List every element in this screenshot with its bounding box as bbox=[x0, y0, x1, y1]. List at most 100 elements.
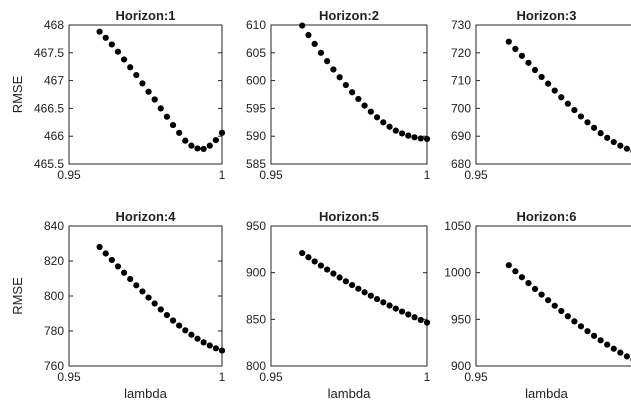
panel-title: Horizon:4 bbox=[116, 209, 177, 224]
y-tick-label: 710 bbox=[451, 74, 471, 88]
data-point bbox=[311, 258, 318, 265]
data-point bbox=[373, 114, 381, 121]
x-tick-label: 0.95 bbox=[464, 168, 488, 182]
data-point bbox=[538, 291, 545, 298]
data-point bbox=[145, 294, 152, 301]
y-tick-label: 610 bbox=[246, 18, 266, 32]
x-tick-label: 1 bbox=[424, 370, 431, 384]
data-point bbox=[380, 299, 387, 306]
panel-title: Horizon:2 bbox=[319, 8, 379, 23]
y-tick-label: 1050 bbox=[444, 219, 471, 233]
data-point bbox=[157, 105, 164, 112]
panel-title: Horizon:1 bbox=[116, 8, 176, 23]
data-point bbox=[531, 66, 539, 74]
data-point bbox=[610, 138, 617, 146]
data-point bbox=[417, 135, 424, 142]
data-point bbox=[188, 142, 195, 149]
data-point bbox=[538, 73, 545, 81]
data-point bbox=[617, 142, 624, 149]
data-point bbox=[525, 280, 532, 287]
plot-frame bbox=[270, 24, 428, 165]
data-point bbox=[411, 314, 418, 321]
data-point bbox=[512, 268, 519, 275]
data-point bbox=[336, 274, 343, 281]
data-point bbox=[505, 262, 512, 269]
x-axis-label: lambda bbox=[525, 386, 568, 401]
data-point bbox=[163, 311, 171, 319]
data-point bbox=[324, 266, 331, 273]
y-tick-label: 730 bbox=[451, 18, 471, 32]
y-tick-label: 465.5 bbox=[34, 157, 64, 171]
data-point bbox=[604, 134, 611, 141]
data-point bbox=[564, 313, 571, 320]
data-point bbox=[133, 282, 140, 289]
data-point bbox=[305, 254, 312, 261]
plot-frame bbox=[68, 24, 223, 165]
data-point bbox=[194, 335, 201, 342]
data-point bbox=[531, 285, 539, 293]
data-point bbox=[330, 66, 337, 73]
data-point bbox=[386, 302, 393, 309]
data-point bbox=[169, 317, 177, 324]
y-tick-label: 690 bbox=[451, 129, 471, 143]
data-point bbox=[114, 48, 122, 55]
data-point bbox=[423, 319, 431, 326]
y-axis-label: RMSE bbox=[10, 75, 25, 113]
data-point bbox=[330, 270, 337, 277]
data-point bbox=[623, 145, 630, 152]
plot-frame bbox=[68, 225, 223, 367]
data-point bbox=[590, 332, 598, 339]
y-tick-label: 760 bbox=[44, 359, 64, 373]
data-point bbox=[367, 108, 374, 115]
data-point bbox=[545, 297, 552, 304]
x-axis-label: lambda bbox=[124, 386, 167, 401]
data-point bbox=[102, 34, 109, 41]
data-point bbox=[176, 322, 183, 329]
y-tick-label: 585 bbox=[246, 157, 266, 171]
data-point bbox=[176, 129, 183, 136]
plot-frame bbox=[270, 225, 428, 367]
data-point bbox=[373, 295, 381, 303]
data-point bbox=[157, 306, 164, 313]
y-tick-label: 950 bbox=[451, 312, 471, 326]
x-tick-label: 1 bbox=[219, 168, 226, 182]
y-tick-label: 680 bbox=[451, 157, 471, 171]
data-point bbox=[349, 281, 356, 289]
data-point bbox=[114, 263, 122, 270]
data-point bbox=[139, 288, 146, 295]
x-tick-label: 1 bbox=[424, 168, 431, 182]
data-point bbox=[342, 81, 349, 89]
data-point bbox=[336, 74, 343, 81]
panel-horizon-4: 760 780 800 820 840 0.95 1 Horizon:4 RMSE lambda bbox=[10, 209, 226, 401]
data-point bbox=[411, 134, 418, 141]
data-point bbox=[577, 113, 585, 120]
panel-horizon-1: 465.5 466 466.5 467 467.5 468 0.95 1 Horizon:1 RM… bbox=[10, 8, 226, 182]
data-point bbox=[182, 137, 189, 144]
data-point bbox=[127, 64, 134, 71]
y-tick-label: 900 bbox=[246, 266, 266, 280]
data-point bbox=[169, 121, 177, 129]
y-tick-label: 468 bbox=[44, 18, 64, 32]
data-point bbox=[133, 71, 140, 79]
y-tick-label: 840 bbox=[44, 219, 64, 233]
x-tick-label: 0.95 bbox=[259, 370, 283, 384]
data-point bbox=[188, 331, 195, 338]
data-point bbox=[206, 342, 213, 349]
data-point bbox=[518, 52, 526, 59]
data-point bbox=[324, 58, 331, 65]
data-point bbox=[551, 302, 558, 309]
data-point bbox=[617, 349, 624, 356]
panel-horizon-5: 800 850 900 950 0.95 1 Horizon:5 lambda bbox=[246, 209, 431, 401]
panel-horizon-2: 585 590 595 600 605 610 0.95 1 Horizon:2 bbox=[246, 8, 431, 182]
data-point bbox=[96, 243, 103, 251]
data-point bbox=[558, 94, 565, 101]
data-point bbox=[127, 275, 134, 283]
panel-horizon-6: 900 950 1000 1050 0.95 Horizon:6 lambda bbox=[444, 209, 631, 401]
data-point bbox=[311, 40, 318, 48]
data-point bbox=[102, 250, 109, 257]
data-point bbox=[571, 106, 578, 114]
panel-title: Horizon:6 bbox=[517, 209, 577, 224]
x-tick-label: 0.95 bbox=[57, 370, 81, 384]
data-point bbox=[564, 100, 571, 107]
